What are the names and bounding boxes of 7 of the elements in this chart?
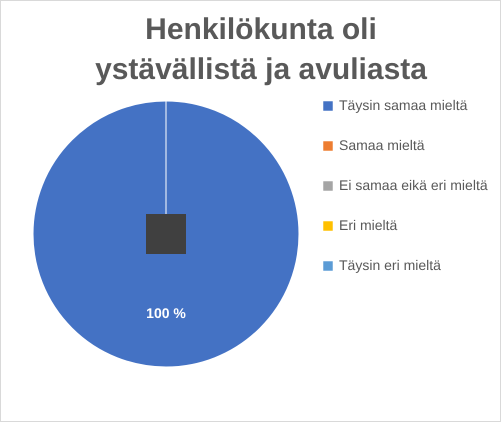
data-label: 100 % [146, 304, 186, 321]
legend-label: Eri mieltä [339, 217, 398, 233]
chart-title: Henkilökunta oli ystävällistä ja avuliasta [95, 13, 428, 86]
legend-label: Ei samaa eikä eri mieltä [339, 177, 488, 193]
legend-label: Samaa mieltä [339, 137, 425, 153]
legend-label: Täysin eri mieltä [339, 257, 442, 273]
legend-label: Täysin samaa mieltä [339, 97, 468, 113]
